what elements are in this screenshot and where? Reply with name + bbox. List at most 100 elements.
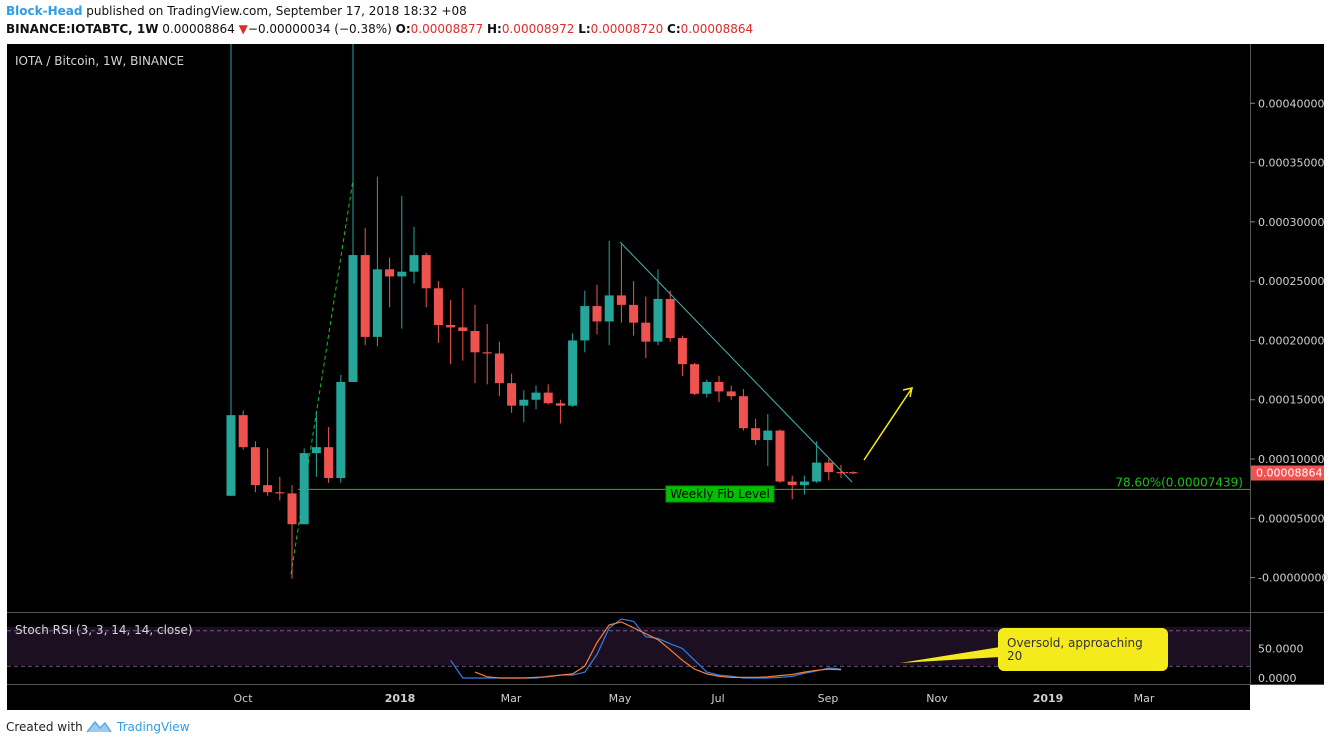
candle[interactable] bbox=[555, 399, 565, 424]
candle-body bbox=[775, 430, 785, 482]
time-tick-label: Mar bbox=[501, 692, 522, 705]
candle[interactable] bbox=[433, 281, 443, 343]
candle-body bbox=[677, 338, 687, 365]
candle[interactable] bbox=[616, 244, 626, 323]
price-tick-label: 0.00040000 bbox=[1258, 97, 1324, 110]
candle[interactable] bbox=[324, 427, 334, 483]
candle[interactable] bbox=[409, 226, 419, 284]
low-value: 0.00008720 bbox=[590, 22, 664, 36]
ohlc-line: BINANCE:IOTABTC, 1W 0.00008864 ▼−0.00000… bbox=[6, 22, 753, 36]
tradingview-link[interactable]: TradingView bbox=[117, 720, 190, 734]
candle[interactable] bbox=[702, 379, 712, 398]
candle-body bbox=[592, 306, 602, 322]
candle[interactable] bbox=[531, 385, 541, 410]
fib-level-label: 78.60%(0.00007439) bbox=[1115, 475, 1243, 489]
candle[interactable] bbox=[348, 44, 358, 382]
candle-body bbox=[629, 304, 639, 323]
candle[interactable] bbox=[482, 323, 492, 385]
candle[interactable] bbox=[226, 44, 236, 496]
candle[interactable] bbox=[836, 464, 846, 479]
candle[interactable] bbox=[275, 476, 285, 501]
candle[interactable] bbox=[714, 376, 724, 403]
candle[interactable] bbox=[641, 296, 651, 359]
candle[interactable] bbox=[604, 240, 614, 346]
candle[interactable] bbox=[775, 429, 785, 483]
candle[interactable] bbox=[470, 304, 480, 384]
rsi-callout-box[interactable] bbox=[998, 628, 1168, 671]
author-link[interactable]: Block-Head bbox=[6, 4, 83, 18]
target-arrow-line[interactable] bbox=[863, 387, 913, 461]
candle[interactable] bbox=[848, 471, 858, 475]
high-value: 0.00008972 bbox=[501, 22, 575, 36]
candle[interactable] bbox=[519, 390, 529, 423]
candle-body bbox=[263, 485, 273, 493]
callout-line: Oversold, approaching bbox=[1007, 636, 1143, 650]
candle[interactable] bbox=[665, 290, 675, 342]
candle[interactable] bbox=[507, 373, 517, 413]
candle[interactable] bbox=[568, 333, 578, 407]
candle-body bbox=[446, 325, 456, 328]
candle-body bbox=[299, 453, 309, 525]
candle[interactable] bbox=[726, 385, 736, 400]
downtrend-line[interactable] bbox=[619, 241, 853, 483]
candle[interactable] bbox=[751, 418, 761, 445]
candle[interactable] bbox=[385, 257, 395, 308]
candle-body bbox=[653, 298, 663, 342]
candle[interactable] bbox=[397, 195, 407, 329]
down-arrow-icon: ▼ bbox=[238, 22, 248, 36]
candle-body bbox=[275, 492, 285, 494]
candle-body bbox=[507, 383, 517, 406]
candle[interactable] bbox=[543, 384, 553, 405]
candle[interactable] bbox=[494, 341, 504, 397]
candle[interactable] bbox=[653, 269, 663, 346]
candle-body bbox=[397, 271, 407, 277]
candle[interactable] bbox=[824, 459, 834, 481]
candle[interactable] bbox=[311, 411, 321, 477]
candle[interactable] bbox=[458, 288, 468, 361]
candle[interactable] bbox=[360, 227, 370, 346]
candle[interactable] bbox=[738, 389, 748, 431]
candle-body bbox=[360, 255, 370, 337]
price-axis bbox=[1251, 44, 1324, 684]
candle[interactable] bbox=[677, 335, 687, 377]
candle[interactable] bbox=[287, 485, 297, 579]
candle-body bbox=[336, 381, 346, 479]
candle-body bbox=[458, 327, 468, 331]
candle[interactable] bbox=[629, 281, 639, 336]
candle[interactable] bbox=[763, 413, 773, 467]
candle[interactable] bbox=[372, 176, 382, 347]
candle[interactable] bbox=[812, 441, 822, 483]
candle-body bbox=[568, 340, 578, 406]
time-tick-label: Sep bbox=[818, 692, 839, 705]
candle-body bbox=[751, 428, 761, 441]
tradingview-logo-icon bbox=[86, 720, 112, 733]
candle[interactable] bbox=[787, 475, 797, 500]
candle-body bbox=[690, 364, 700, 394]
candle-body bbox=[238, 415, 248, 448]
candle[interactable] bbox=[250, 441, 260, 493]
rsi-tick-label: 0.0000 bbox=[1258, 672, 1297, 685]
candle[interactable] bbox=[263, 448, 273, 496]
fib-annotation-box[interactable] bbox=[665, 485, 775, 503]
candle[interactable] bbox=[592, 284, 602, 335]
candle-body bbox=[555, 403, 565, 406]
candle-body bbox=[543, 392, 553, 404]
candle[interactable] bbox=[580, 290, 590, 353]
price-chart[interactable]: 0.00040000 0.00035000 0.00030000 0.00025000… bbox=[0, 44, 1330, 710]
candle-body bbox=[616, 295, 626, 305]
price-pane[interactable] bbox=[7, 44, 1250, 612]
candle[interactable] bbox=[299, 448, 309, 525]
candle-body bbox=[421, 255, 431, 289]
candle[interactable] bbox=[690, 362, 700, 395]
candle[interactable] bbox=[421, 252, 431, 308]
last-price: 0.00008864 bbox=[162, 22, 235, 36]
candle[interactable] bbox=[446, 300, 456, 365]
candle[interactable] bbox=[238, 410, 248, 450]
candle[interactable] bbox=[336, 374, 346, 483]
close-value: 0.00008864 bbox=[680, 22, 754, 36]
candle[interactable] bbox=[799, 475, 809, 495]
open-value: 0.00008877 bbox=[410, 22, 484, 36]
time-tick-label: 2019 bbox=[1033, 692, 1064, 705]
rsi-callout-pointer bbox=[900, 647, 1000, 663]
candle-body bbox=[324, 447, 334, 479]
